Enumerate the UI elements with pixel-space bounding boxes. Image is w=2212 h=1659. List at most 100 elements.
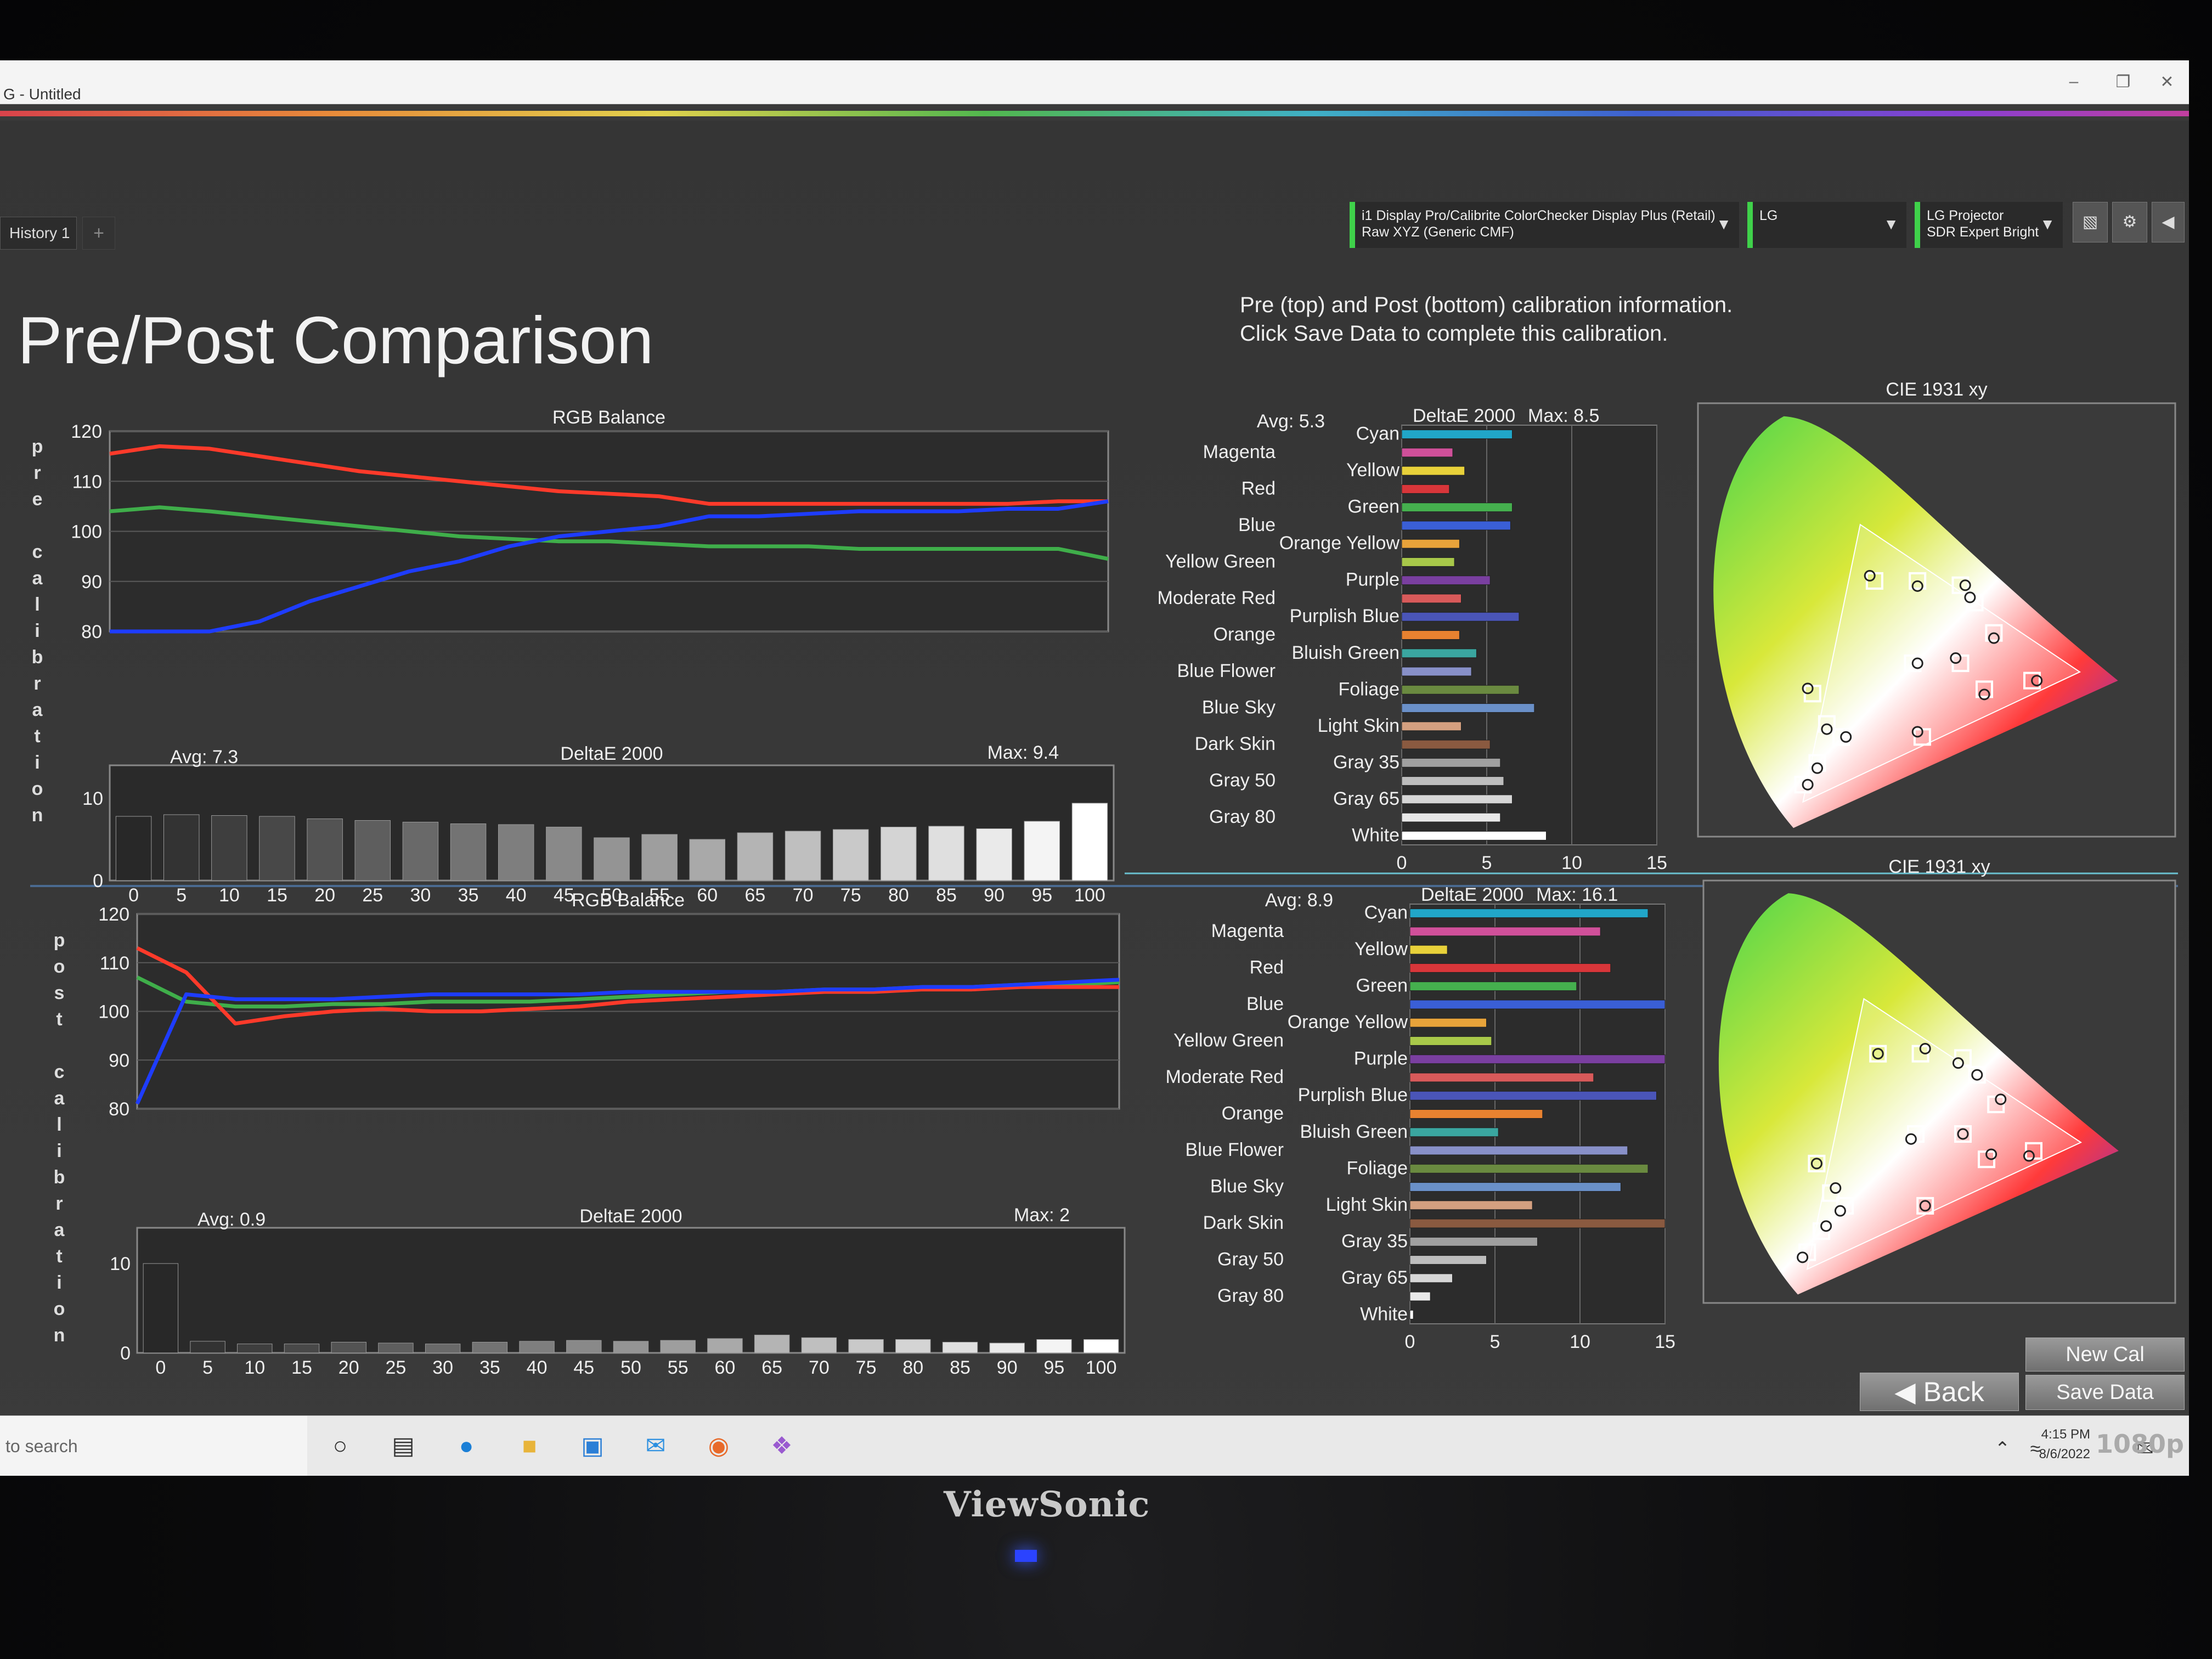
save-data-button[interactable]: Save Data [2025,1375,2185,1410]
firefox-icon[interactable]: ◉ [708,1432,730,1459]
gray-x-tick: 0 [155,1357,166,1378]
color-bar [1401,430,1513,439]
gray-bar [190,1341,225,1353]
gray-x-tick: 75 [856,1357,877,1378]
task-view-icon[interactable]: ▤ [392,1432,415,1459]
cie-measured-point [1830,1182,1842,1194]
color-patch-label: White [1352,825,1400,845]
cie-target-marker [1808,1154,1826,1172]
color-bar [1409,1182,1621,1192]
gray-bar [928,826,964,881]
gray-x-tick: 100 [1074,885,1105,906]
color-bar [1409,1237,1538,1246]
notification-icon[interactable]: ✉ [2136,1437,2154,1460]
color-bar [1409,1200,1533,1210]
color-bar [1401,630,1460,640]
color-x-tick: 0 [1405,1331,1415,1352]
color-bar [1401,721,1462,731]
back-button[interactable]: ◀ Back [1860,1373,2019,1411]
target-selector[interactable]: LG Projector SDR Expert Bright ▼ [1915,202,2063,248]
cie-gamut-triangle [1802,523,2081,803]
collapse-icon[interactable]: ◀ [2152,202,2185,242]
gray-bar [425,1344,461,1353]
pre-color-deltae-chart: DeltaE 2000 Avg: 5.3 Max: 8.5 0 5 10 15 Cyan Mag… [1158,405,1667,873]
cie-measured-point [1971,1069,1983,1081]
store-icon[interactable]: ▣ [581,1432,604,1459]
color-patch-label: Gray 80 [1217,1285,1284,1306]
color-bar [1401,484,1450,494]
color-avg-label: Avg: 5.3 [1257,411,1325,432]
color-patch-label: Red [1242,478,1276,499]
gray-bar [566,1340,602,1353]
color-bar [1401,685,1520,695]
gray-x-tick: 45 [554,885,574,906]
cortana-icon[interactable]: ○ [332,1432,348,1459]
gray-x-tick: 70 [793,885,814,906]
post-rgb-balance-chart: RGB Balance 120 110 100 90 80 [98,890,1120,1120]
gray-avg-label: Avg: 7.3 [170,747,238,768]
color-patch-label: Bluish Green [1291,642,1400,663]
color-bar [1401,758,1501,768]
meter-selector[interactable]: i1 Display Pro/Calibrite ColorChecker Di… [1350,202,1739,248]
rgb-blue-line [135,978,1120,1105]
gray-x-tick: 60 [697,885,718,906]
rgb-y-tick: 100 [98,1002,129,1023]
chevron-up-icon[interactable]: ⌃ [1994,1438,2011,1459]
cie-measured-point [1985,1148,1997,1160]
rgb-y-tick: 110 [100,953,129,974]
gray-y-tick: 10 [82,788,103,809]
cie-measured-point [1810,1158,1822,1170]
gray-x-tick: 10 [244,1357,265,1378]
minimize-icon[interactable]: – [2069,72,2079,91]
color-patch-label: Orange [1214,624,1276,645]
gray-bar [546,827,582,881]
color-patch-label: Orange Yellow [1288,1012,1408,1032]
cie-measured-point [1919,1042,1931,1054]
gray-max-label: Max: 2 [1014,1205,1070,1226]
meter-mode: Raw XYZ (Generic CMF) [1362,224,1514,240]
gray-x-tick: 10 [219,885,240,906]
taskbar-search[interactable]: to search [0,1416,307,1476]
maximize-icon[interactable]: ❐ [2115,73,2131,91]
display-selector[interactable]: LG ▼ [1747,202,1906,248]
cie-measured-point [1964,591,1976,603]
color-bar [1401,776,1504,786]
gray-x-tick: 70 [809,1357,830,1378]
file-explorer-icon[interactable]: ■ [522,1432,537,1459]
gray-bar [737,832,774,881]
toolbar-button[interactable]: ▧ [2073,202,2108,242]
color-bar [1401,667,1472,676]
mail-icon[interactable]: ✉ [645,1432,666,1459]
gray-chart-title: DeltaE 2000 [560,743,663,764]
color-patch-label: Green [1348,496,1400,517]
cie-target-marker [1976,680,1993,698]
gray-y-tick: 0 [93,871,103,891]
color-bar [1401,831,1547,840]
color-patch-label: Magenta [1211,921,1284,941]
color-bar [1409,1291,1431,1301]
gray-x-tick: 50 [601,885,622,906]
add-tab-button[interactable]: + [82,217,115,250]
window-title: G - Untitled [3,86,81,103]
rgb-red-line [109,444,1108,506]
tab-history-1[interactable]: History 1 [0,217,77,250]
cie-measured-point [1950,652,1962,664]
cie-gamut-triangle [1806,997,2083,1271]
target-mode: SDR Expert Bright [1927,224,2039,240]
color-bar [1401,648,1477,658]
gray-x-tick: 5 [176,885,187,906]
gray-x-tick: 35 [458,885,479,906]
close-icon[interactable]: ✕ [2160,73,2174,91]
wifi-icon[interactable]: ≈ [2030,1438,2041,1459]
gray-bar [1036,1339,1072,1353]
calibration-app-icon[interactable]: ❖ [771,1432,793,1459]
cie-measured-point [1802,682,1814,695]
rgb-chart-title: RGB Balance [552,407,665,428]
new-cal-button[interactable]: New Cal [2025,1338,2185,1372]
gear-icon[interactable]: ⚙ [2112,202,2147,242]
gray-bar [707,1338,743,1353]
edge-icon[interactable]: ● [459,1432,474,1459]
clock[interactable]: 4:15 PM 8/6/2022 [2039,1425,2090,1464]
cie-measured-point [1919,1200,1931,1212]
